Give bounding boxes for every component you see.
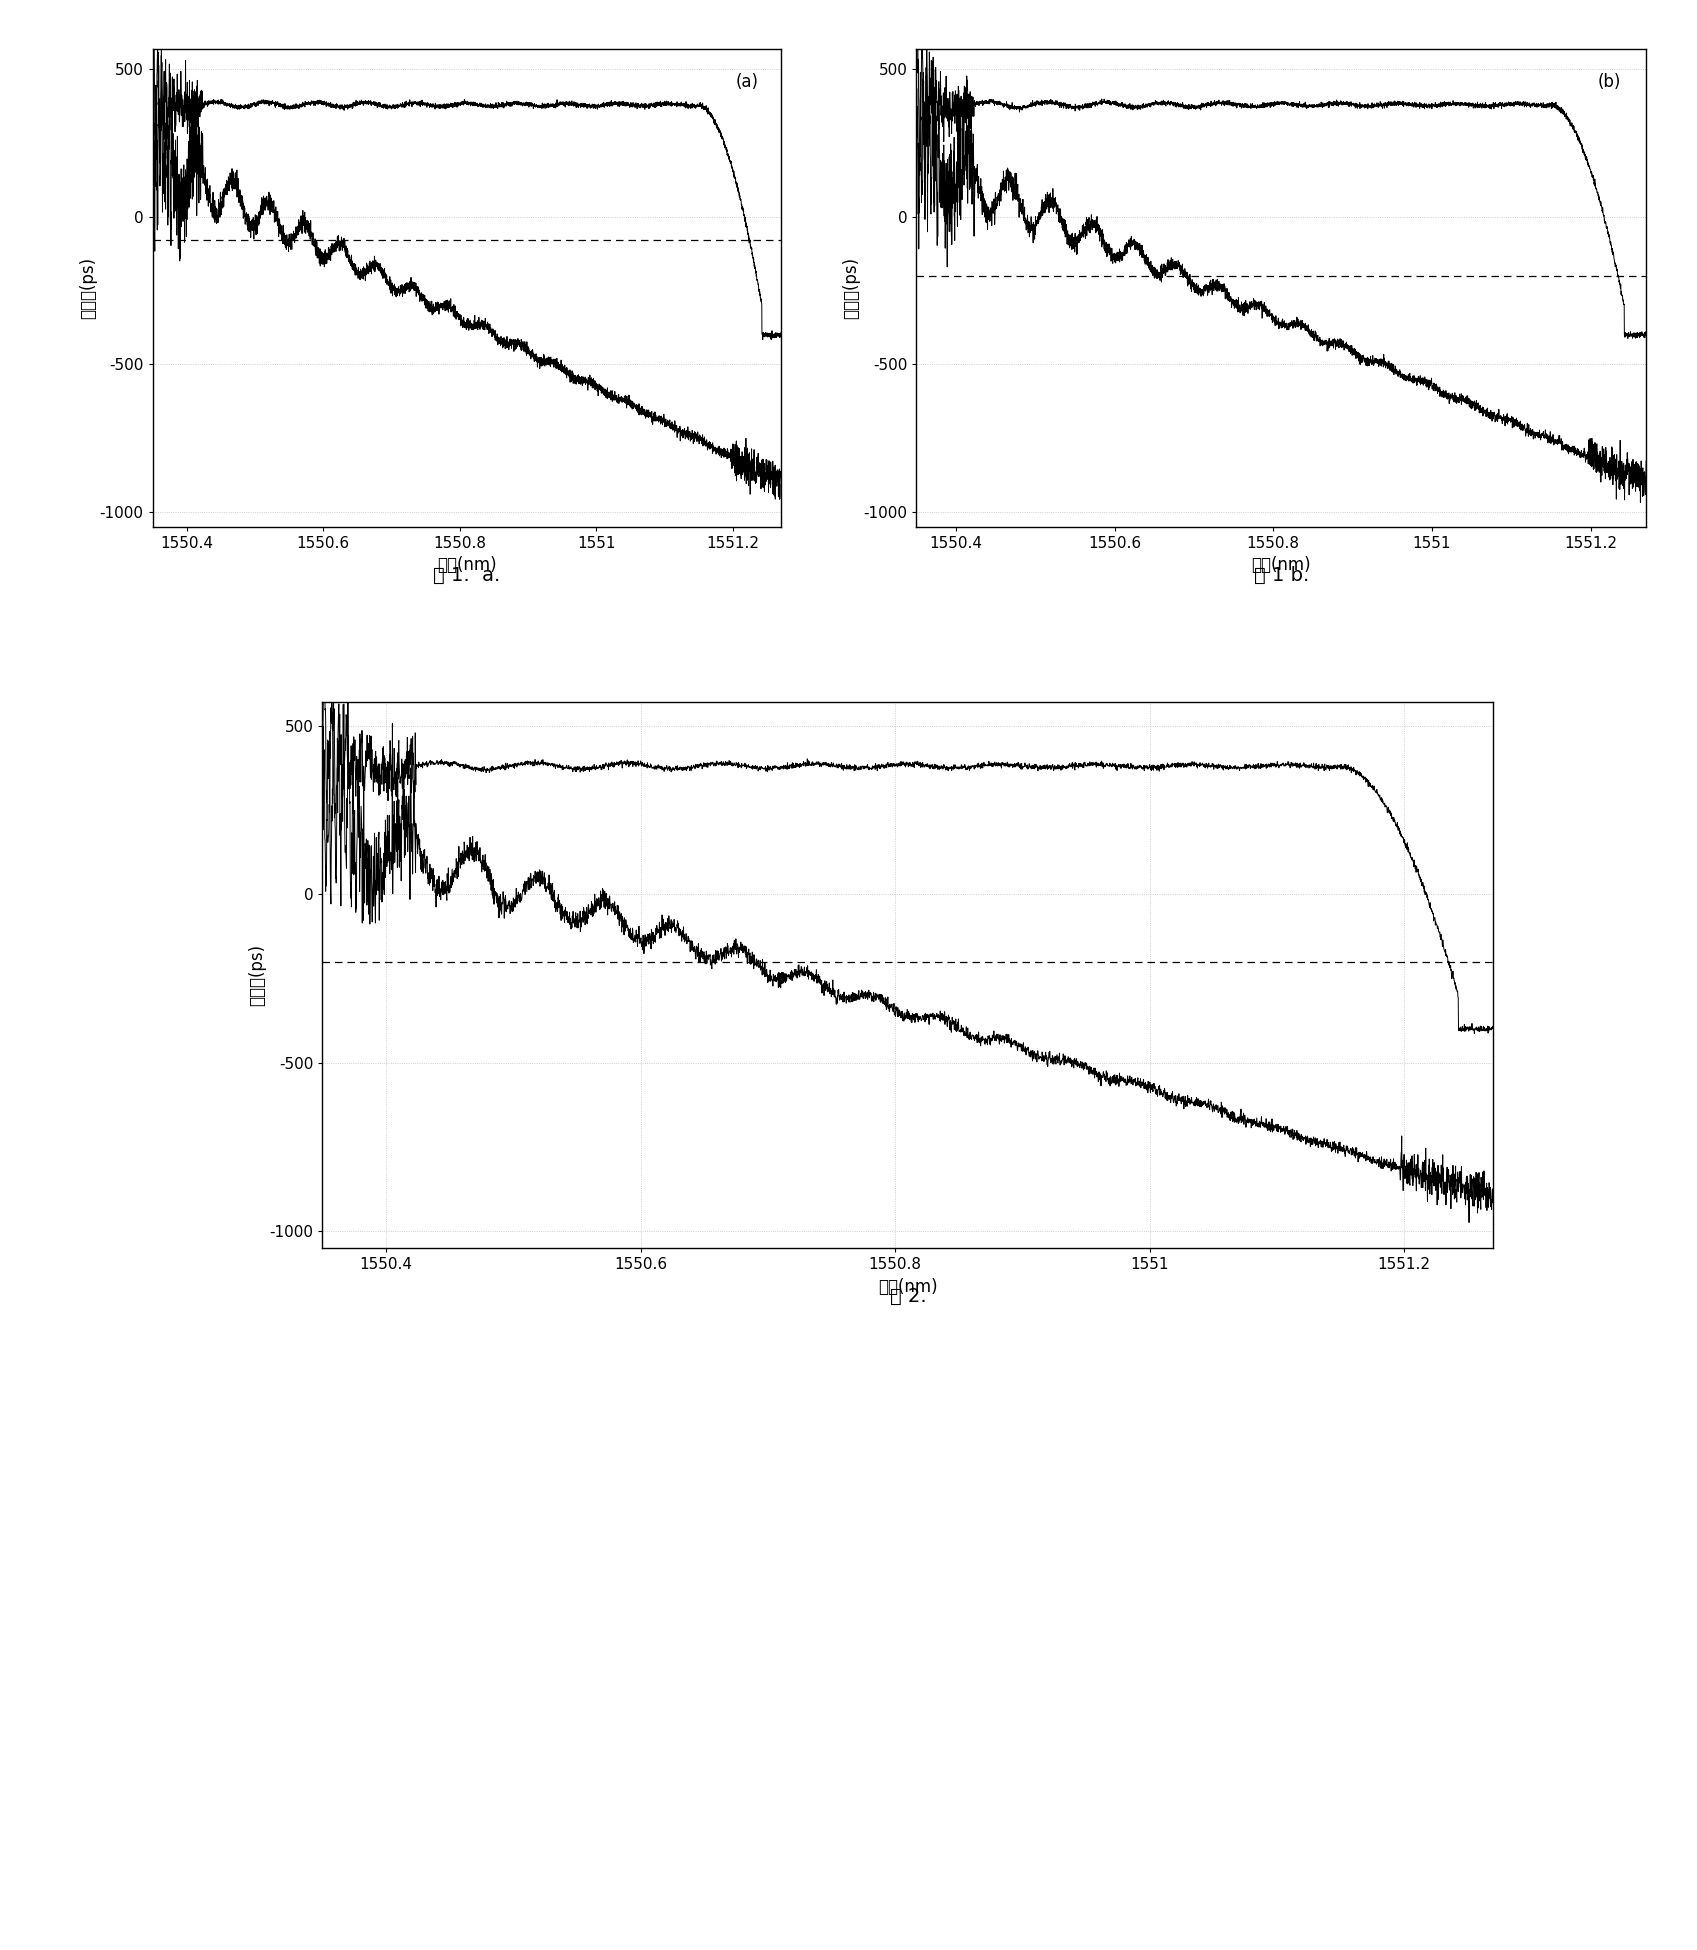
- Y-axis label: 群时延(ps): 群时延(ps): [843, 257, 860, 318]
- Text: 图 1.  a.: 图 1. a.: [433, 566, 501, 585]
- Text: 图 2.: 图 2.: [889, 1287, 927, 1306]
- X-axis label: 波长(nm): 波长(nm): [436, 556, 497, 573]
- X-axis label: 波长(nm): 波长(nm): [1251, 556, 1312, 573]
- Y-axis label: 群时延(ps): 群时延(ps): [249, 944, 266, 1006]
- Text: (a): (a): [735, 72, 759, 90]
- X-axis label: 波长(nm): 波长(nm): [877, 1277, 938, 1295]
- Text: (b): (b): [1597, 72, 1621, 90]
- Y-axis label: 群时延(ps): 群时延(ps): [80, 257, 97, 318]
- Text: 图 1 b.: 图 1 b.: [1254, 566, 1308, 585]
